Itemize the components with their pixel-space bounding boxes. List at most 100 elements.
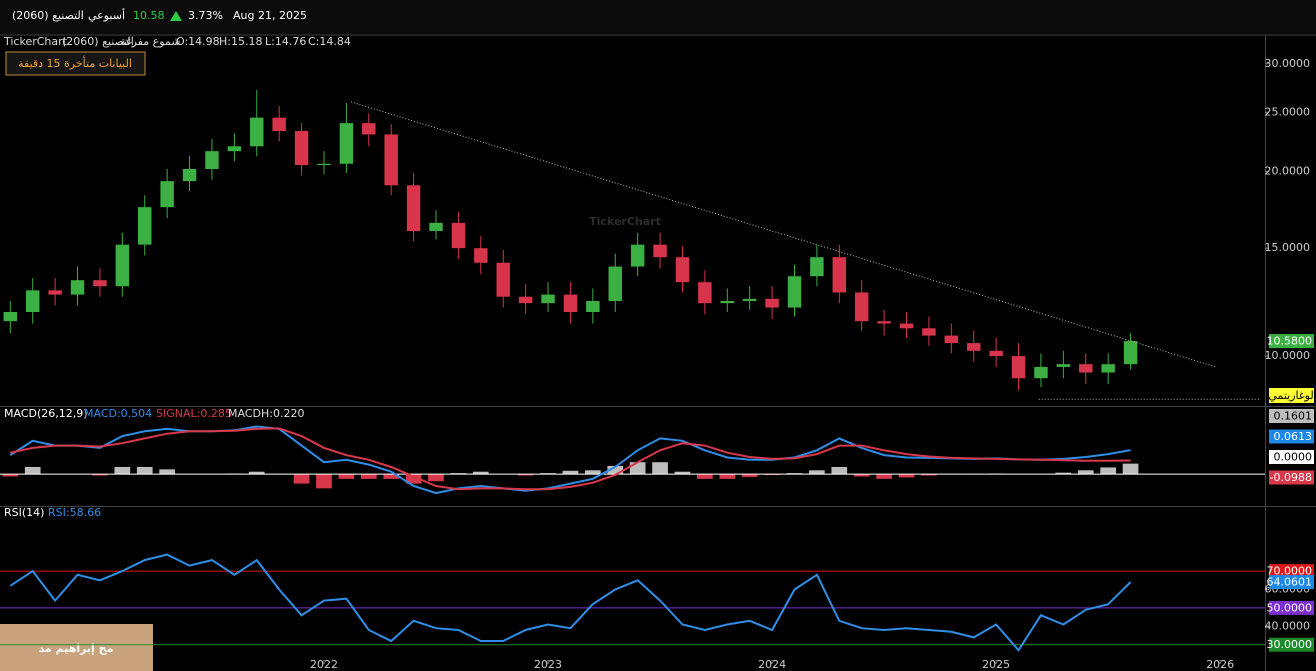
y-tick-label: 20.0000 (1265, 165, 1311, 178)
ohlc: C:14.84 (308, 35, 351, 48)
histogram-bar (607, 466, 624, 475)
watermark: TickerChart (589, 215, 661, 228)
candle-body (810, 257, 824, 277)
x-tick-label: 2024 (758, 658, 786, 671)
candle-body (115, 244, 130, 287)
axis-tag: 0.1601 (1274, 410, 1313, 423)
histogram-bar (831, 466, 848, 475)
histogram-bar (405, 474, 422, 484)
candle-body (541, 294, 555, 304)
candle-body (160, 181, 174, 208)
candle-body (25, 290, 40, 313)
candle-body (182, 168, 197, 182)
header-date: Aug 21, 2025 (233, 9, 307, 22)
symbol: التصنيع (2060) (62, 35, 134, 48)
histogram-bar (1077, 470, 1094, 475)
scale-label-box (1269, 388, 1314, 403)
histogram-bar (853, 474, 870, 477)
candle-body (1101, 364, 1115, 373)
histogram-bar (517, 474, 534, 476)
badge-text: مح إبراهيم مد (39, 642, 114, 655)
candle-body (742, 298, 757, 301)
ohlc: L:14.76 (265, 35, 306, 48)
y-tick-label: 15.0000 (1265, 241, 1311, 254)
candle-body (765, 298, 779, 308)
candle-body (899, 323, 914, 329)
candle-body (138, 207, 152, 245)
pane-title: RSI(14) (4, 506, 44, 519)
ohlc: H:15.18 (219, 35, 262, 48)
histogram-bar (629, 462, 646, 475)
histogram-bar (2, 474, 19, 477)
candle-body (989, 350, 1003, 357)
trendline (350, 101, 1216, 368)
y-tick-label: 10.0000 (1265, 349, 1311, 362)
histogram-bar (248, 471, 265, 475)
legend-entry: MACD:0.504 (84, 407, 152, 420)
x-tick-label: 2023 (534, 658, 562, 671)
candle-body (294, 131, 309, 166)
candle-body (451, 222, 466, 249)
histogram-bar (1100, 467, 1117, 475)
histogram-bar (159, 469, 175, 475)
header-period: أسبوعي (88, 8, 125, 22)
histogram-bar (293, 474, 310, 484)
candle-body (384, 134, 398, 186)
level-tag-box (1269, 600, 1314, 615)
candle-body (586, 300, 600, 313)
candle-body (406, 185, 421, 232)
candle-body (474, 248, 488, 263)
legend-entry: RSI:58.66 (48, 506, 101, 519)
top-bar (0, 0, 1316, 34)
histogram-bar (741, 474, 758, 477)
histogram-bar (24, 466, 41, 475)
candle-body (608, 266, 622, 301)
histogram-bar (585, 470, 601, 475)
histogram-bar (338, 474, 355, 479)
level-tag-box (1269, 637, 1314, 652)
y-tick-label: 40.0000 (1265, 619, 1311, 632)
level-tag-box (1269, 564, 1314, 579)
level-tag: 50.0000 (1267, 601, 1313, 614)
candle-body (698, 282, 712, 304)
header-last: 10.58 (133, 9, 165, 22)
candle-body (1123, 341, 1138, 365)
rsi-line (9, 553, 1132, 652)
candle-body (429, 222, 443, 232)
x-tick-label: 2022 (310, 658, 338, 671)
histogram-bar (921, 474, 937, 476)
candle-body (1056, 364, 1071, 367)
candle-body (362, 123, 376, 135)
last-value: 64.0601 (1267, 576, 1313, 589)
candle-body (877, 321, 891, 324)
histogram-bar (316, 474, 332, 489)
badge (0, 624, 153, 671)
candle-body (272, 117, 286, 132)
histogram-bar (697, 474, 713, 479)
candle-body (496, 262, 510, 297)
axis-tag-box (1269, 409, 1314, 423)
axis-tag-box (1269, 450, 1314, 464)
scale-label: لوغاريتمي (1268, 389, 1313, 402)
candle-body (967, 343, 981, 351)
candle-body (720, 300, 734, 304)
x-tick-label: 2025 (982, 658, 1010, 671)
last-price-box (1269, 334, 1314, 349)
histogram-bar (428, 474, 444, 482)
candle-body (675, 257, 690, 283)
notice: البيانات متأخرة 15 دقيقة (18, 55, 132, 70)
candle-body (3, 312, 18, 322)
pane-title: MACD(26,12,9) (4, 407, 88, 420)
level-tag: 70.0000 (1267, 565, 1313, 578)
histogram-bar (876, 474, 892, 479)
legend-entry: MACDH:0.220 (228, 407, 304, 420)
candle-body (250, 117, 264, 147)
axis-tag: 0.0613 (1274, 430, 1313, 443)
candle-body (832, 257, 847, 293)
histogram-bar (383, 474, 400, 479)
candle-body (93, 280, 107, 287)
histogram-bar (898, 474, 915, 478)
up-arrow (170, 11, 182, 21)
candle-body (944, 335, 959, 344)
